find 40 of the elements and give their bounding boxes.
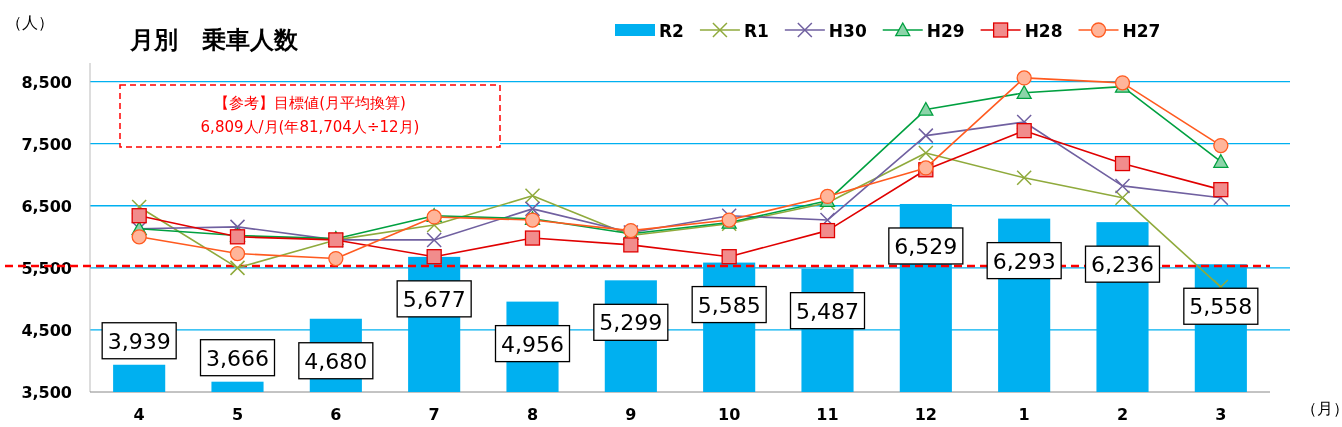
x-tick-label: 3	[1215, 405, 1227, 424]
y-tick-label: 6,500	[21, 196, 72, 216]
data-label: 5,585	[697, 292, 761, 318]
x-tick-label: 10	[718, 405, 741, 424]
data-label: 5,299	[599, 310, 663, 336]
y-axis-title: （人）	[6, 13, 54, 32]
data-label: 5,487	[796, 298, 859, 324]
data-label: 6,529	[894, 233, 958, 259]
x-tick-label: 9	[625, 405, 637, 424]
x-tick-label: 2	[1116, 405, 1129, 424]
y-tick-label: 7,500	[21, 134, 72, 154]
x-tick-label: 11	[816, 405, 839, 424]
x-tick-label: 7	[428, 405, 440, 424]
x-tick-label: 8	[526, 405, 539, 424]
legend-label: H28	[1024, 21, 1063, 41]
data-label: 4,680	[304, 348, 368, 374]
data-label: 3,666	[206, 345, 269, 371]
y-tick-label: 3,500	[21, 383, 72, 402]
x-tick-label: 1	[1018, 405, 1030, 424]
annotation: 【参考】目標値(月平均換算) 6,809人/月(年81,704人÷12月)	[119, 84, 501, 148]
annotation: 【参考】目標値(月平均換算) 6,809人/月(年81,704人÷12月)	[200, 94, 420, 136]
x-tick-label: 5	[231, 405, 244, 424]
legend-label: R1	[743, 21, 769, 41]
data-label: 6,293	[992, 248, 1056, 274]
x-axis-title: （月）	[1301, 399, 1342, 418]
x-tick-label: 4	[133, 405, 145, 424]
x-tick-label: 12	[914, 405, 937, 424]
y-tick-label: 8,500	[21, 72, 72, 92]
x-tick-label: 6	[330, 405, 342, 424]
legend-label: H30	[828, 21, 867, 41]
data-label: 4,956	[501, 331, 564, 357]
legend-label: H29	[926, 21, 965, 41]
chart-title: 月別 乗車人数	[129, 26, 299, 54]
legend-label: R2	[659, 21, 684, 41]
y-tick-label: 4,500	[21, 320, 72, 340]
data-label: 5,558	[1189, 294, 1253, 320]
data-label: 3,939	[107, 328, 171, 354]
data-label: 6,236	[1091, 252, 1154, 278]
data-label: 5,677	[402, 286, 466, 312]
legend-label: H27	[1122, 21, 1161, 41]
